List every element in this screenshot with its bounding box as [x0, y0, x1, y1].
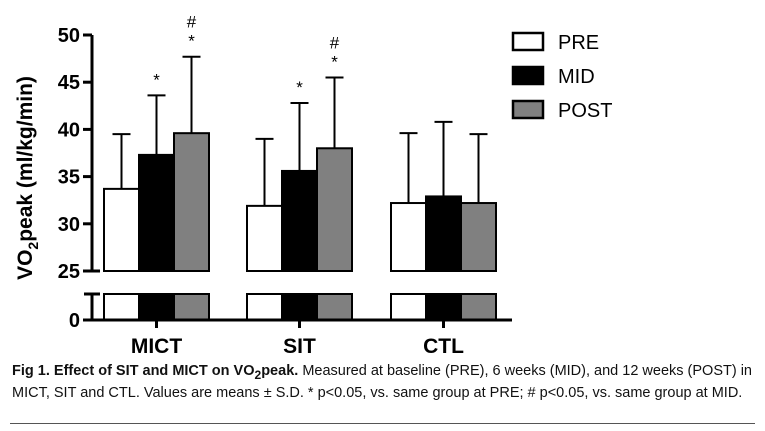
bar-stub-ctl-mid — [425, 293, 462, 321]
significance-mark-sit-mid: * — [296, 78, 303, 97]
x-tick-label-ctl: CTL — [423, 335, 464, 358]
x-tick-label-mict: MICT — [131, 335, 182, 358]
bar-ctl-pre — [390, 202, 427, 272]
bar-sit-pre — [246, 204, 283, 272]
significance-mark-sit-post: * — [331, 52, 338, 71]
bar-stub-mict-mid — [138, 293, 175, 321]
bar-ctl-mid — [425, 195, 462, 272]
caption-title-end: peak. — [261, 363, 299, 379]
bar-sit-post — [316, 147, 353, 272]
bar-stub-ctl-post — [460, 293, 497, 321]
caption-title-text: Fig 1. Effect of SIT and MICT on VO — [12, 363, 255, 379]
y-tick-label-35: 35 — [58, 167, 80, 189]
bar-stub-sit-mid — [281, 293, 318, 321]
legend-label-mid: MID — [558, 66, 595, 88]
bar-stub-mict-pre — [103, 293, 140, 321]
y-tick-label-25: 25 — [58, 261, 80, 283]
y-tick-label-50: 50 — [58, 25, 80, 47]
bar-stub-sit-pre — [246, 293, 283, 321]
bar-stub-sit-post — [316, 293, 353, 321]
y-axis-title: VO2peak (ml/kg/min) — [14, 76, 41, 280]
caption-body: Measured at baseline (PRE), 6 weeks (MID… — [12, 363, 752, 402]
y-tick-label-30: 30 — [58, 214, 80, 236]
legend-swatch-post — [511, 99, 545, 120]
y-tick-label-40: 40 — [58, 119, 80, 141]
legend-swatch-mid — [511, 65, 545, 86]
significance-mark-mict-post: # — [187, 13, 197, 32]
caption-title: Fig 1. Effect of SIT and MICT on VO2peak… — [12, 363, 299, 382]
significance-mark-mict-mid: * — [153, 70, 160, 89]
legend-label-post: POST — [558, 100, 612, 122]
bar-mict-pre — [103, 187, 140, 272]
bar-stub-mict-post — [173, 293, 210, 321]
significance-mark-sit-post: # — [330, 33, 340, 52]
legend-swatch-pre — [511, 31, 545, 52]
bar-ctl-post — [460, 202, 497, 272]
legend-label-pre: PRE — [558, 32, 599, 54]
figure-caption: Fig 1. Effect of SIT and MICT on VO2peak… — [12, 362, 752, 403]
bar-mict-post — [173, 132, 210, 272]
y-tick-label-0: 0 — [69, 310, 80, 332]
significance-mark-mict-post: * — [188, 32, 195, 51]
y-tick-label-45: 45 — [58, 72, 80, 94]
caption-title-subscript: 2 — [254, 367, 262, 382]
caption-divider — [10, 423, 755, 424]
bar-sit-mid — [281, 169, 318, 273]
bar-mict-mid — [138, 153, 175, 272]
bar-stub-ctl-pre — [390, 293, 427, 321]
x-tick-label-sit: SIT — [283, 335, 316, 358]
